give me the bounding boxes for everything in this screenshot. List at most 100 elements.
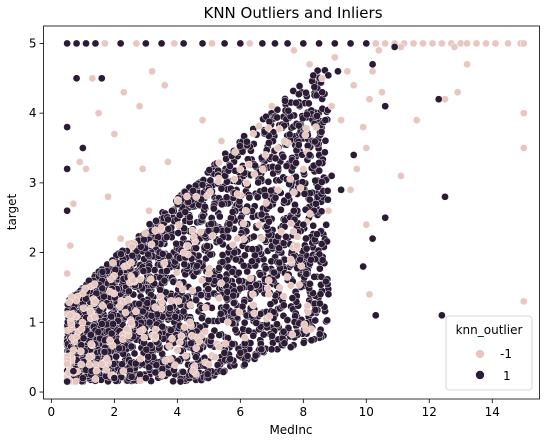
outlier-point [123,325,131,334]
inlier-point [215,212,224,221]
outlier-point [381,39,390,48]
inlier-point [346,39,355,48]
inlier-point [192,244,200,252]
inlier-point [218,258,227,266]
inlier-point [198,314,206,322]
outlier-point [362,144,371,152]
inlier-point [277,206,285,214]
inlier-point [145,363,153,372]
outlier-point [148,67,156,76]
outlier-point [249,290,257,299]
outlier-point [136,327,144,336]
inlier-point [313,230,321,238]
inlier-point [179,39,188,48]
outlier-point [174,221,183,229]
inlier-point [273,320,281,328]
inlier-point [324,290,333,299]
inlier-point [201,202,209,211]
outlier-point [168,334,176,343]
outlier-point [172,268,181,277]
outlier-point [157,304,166,313]
outlier-point [330,53,339,62]
inlier-point [169,377,177,386]
inlier-point [98,320,106,328]
outlier-point [63,269,71,278]
x-tick-label: 0 [48,405,56,419]
inlier-point [206,250,215,259]
inlier-point [283,39,292,48]
outlier-point [101,39,109,48]
outlier-point [106,336,114,345]
inlier-point [238,302,247,311]
inlier-point [172,239,181,248]
inlier-point [279,327,288,336]
inlier-point [315,39,323,48]
inlier-point [252,319,260,327]
inlier-point [230,299,238,307]
outlier-point [239,235,248,243]
inlier-point [318,178,326,186]
inlier-point [371,311,380,320]
outlier-point [186,318,194,327]
inlier-point [144,352,153,361]
inlier-point [147,311,156,320]
inlier-point [212,226,221,234]
y-tick-label: 1 [29,315,37,329]
inlier-point [167,326,175,334]
inlier-point [311,316,320,325]
outlier-point [164,158,172,166]
outlier-point [337,116,345,124]
inlier-point [118,360,126,369]
inlier-point [207,220,216,228]
inlier-point [69,367,78,375]
inlier-point [317,207,326,216]
inlier-point [248,245,257,253]
outlier-point [244,160,253,169]
inlier-point [145,220,154,229]
outlier-point [86,308,95,316]
inlier-point [192,353,200,361]
inlier-point [189,187,197,195]
inlier-point [141,374,150,382]
inlier-point [322,277,330,286]
outlier-point [160,259,169,268]
inlier-point [305,195,314,204]
x-tick-label: 12 [422,405,437,419]
outlier-point [365,290,374,299]
outlier-point [165,342,173,350]
inlier-point [228,340,237,348]
inlier-point [368,234,377,243]
inlier-point [248,257,256,266]
inlier-point [115,344,124,353]
outlier-point [205,360,213,369]
inlier-point [324,195,332,204]
outlier-point [145,206,153,215]
inlier-point [222,193,231,202]
inlier-point [139,307,147,316]
inlier-point [290,206,298,215]
outlier-point [151,303,160,312]
inlier-point [117,250,125,258]
inlier-point [79,334,88,343]
inlier-point [300,190,309,198]
inlier-point [157,39,166,48]
outlier-point [69,346,78,355]
inlier-point [286,343,295,351]
inlier-point [264,177,273,186]
outlier-point [286,255,295,264]
outlier-point [127,258,135,267]
inlier-point [307,255,315,264]
inlier-point [302,234,310,243]
outlier-point [192,344,201,352]
legend-marker-outlier [475,349,485,359]
inlier-point [434,95,443,104]
outlier-point [277,227,286,236]
outlier-point [305,60,314,69]
inlier-point [310,273,319,281]
outlier-point [280,137,289,145]
outlier-point [146,275,155,284]
inlier-point [141,39,150,48]
outlier-point [438,39,446,48]
inlier-point [158,250,167,258]
inlier-point [334,67,342,76]
